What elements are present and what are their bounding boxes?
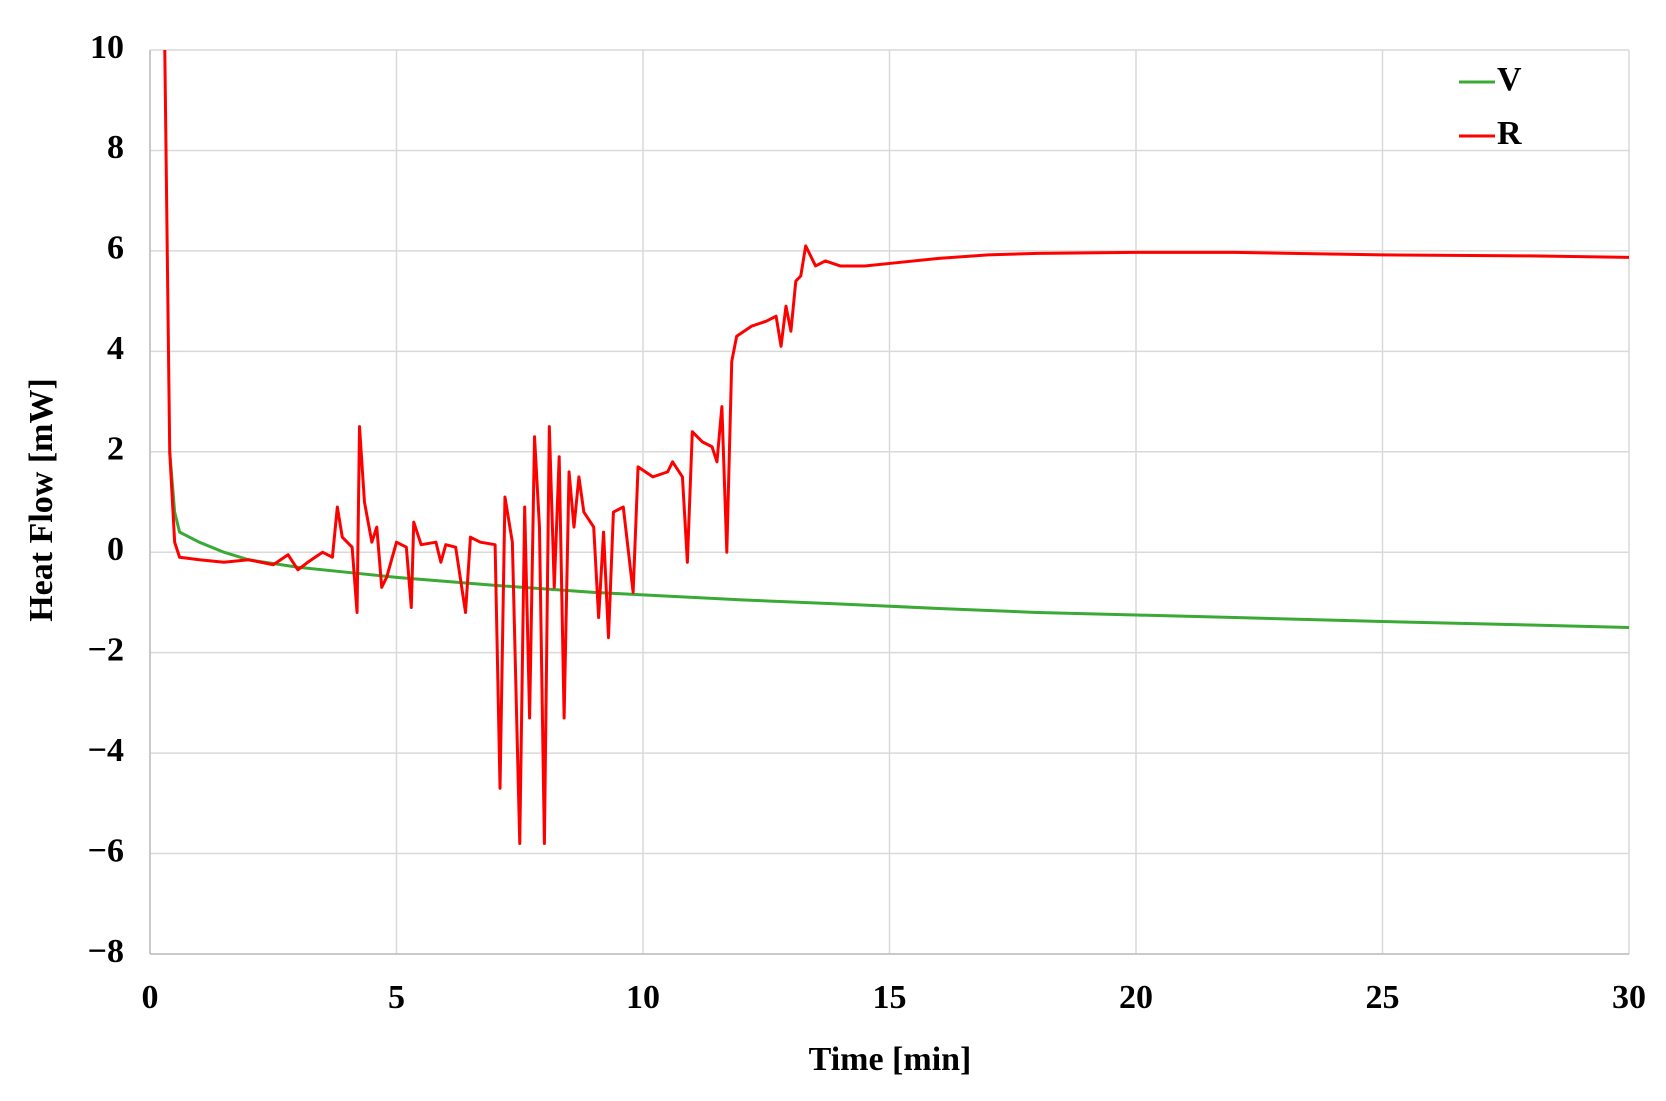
y-tick-label: −8: [88, 933, 124, 970]
x-tick-label: 25: [1366, 979, 1400, 1016]
y-tick-label: 6: [107, 230, 124, 267]
x-axis-title: Time [min]: [809, 1041, 972, 1078]
y-tick-label: 0: [107, 531, 124, 568]
y-tick-label: 4: [107, 330, 124, 367]
y-tick-label: 2: [107, 431, 124, 468]
y-tick-label: 8: [107, 129, 124, 166]
x-tick-label: 30: [1612, 979, 1646, 1016]
line-series: [163, 49, 1630, 846]
x-tick-label: 5: [388, 979, 405, 1016]
y-tick-label: −6: [88, 832, 124, 869]
legend-label: V: [1497, 61, 1522, 98]
y-tick-label: −2: [88, 631, 124, 668]
x-tick-label: 10: [626, 979, 660, 1016]
line-series: [168, 451, 1630, 630]
x-tick-label: 0: [142, 979, 159, 1016]
y-tick-label: 10: [90, 29, 124, 66]
y-axis-title: Heat Flow [mW]: [23, 378, 60, 622]
y-tick-label: −4: [88, 732, 124, 769]
x-tick-label: 15: [873, 979, 907, 1016]
x-tick-label: 20: [1119, 979, 1153, 1016]
legend-label: R: [1497, 115, 1522, 152]
